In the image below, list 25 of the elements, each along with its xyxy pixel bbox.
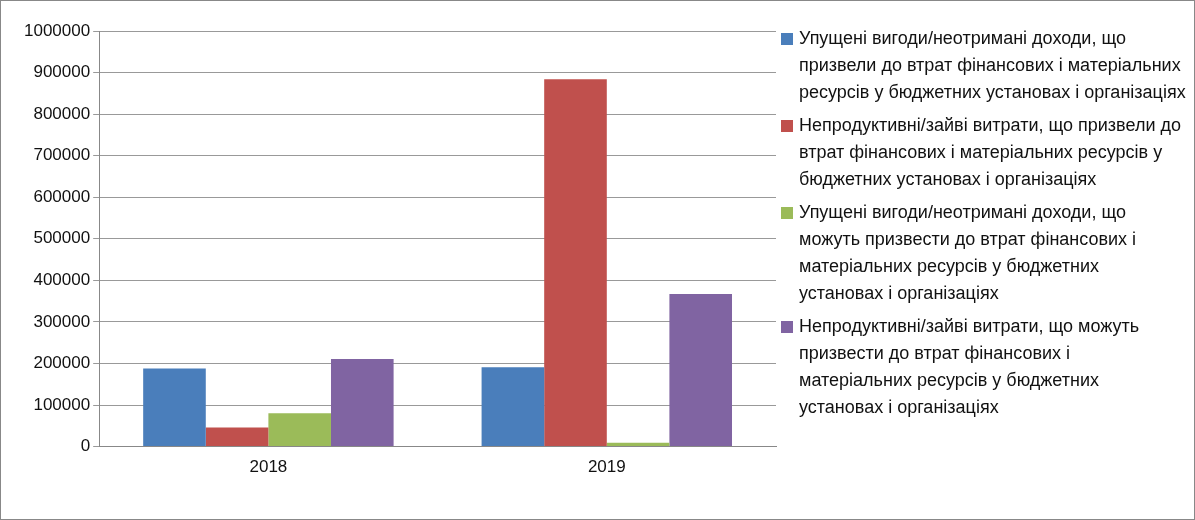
y-tick-label: 100000	[33, 394, 91, 414]
bar	[205, 427, 269, 447]
bar	[669, 294, 733, 447]
y-tick-label: 300000	[33, 311, 91, 331]
bar	[330, 358, 394, 447]
y-tick-label: 900000	[33, 62, 91, 82]
legend-label: Упущені вигоди/неотримані доходи, що призвели до втрат фінансових і матеріальних ресурсів у бюджетних установах і організаціях	[799, 27, 1186, 104]
y-tick-label: 600000	[33, 186, 91, 206]
x-tick-label: 2019	[587, 457, 626, 477]
bar	[481, 367, 545, 447]
bar	[544, 79, 607, 447]
bar	[606, 442, 670, 447]
x-tick-label: 2018	[249, 457, 288, 477]
legend-label: Непродуктивні/зайві витрати, що можуть призвести до втрат фінансових і матеріальних ресурсів у бюджетних установах і організаціях	[799, 315, 1141, 419]
y-tick-label: 800000	[33, 103, 91, 123]
legend-label: Непродуктивні/зайві витрати, що призвели до втрат фінансових і матеріальних ресурсів у бюджетних установах і організаціях	[799, 114, 1182, 191]
legend-label: Упущені вигоди/неотримані доходи, що можуть призвести до втрат фінансових і матеріальних ресурсів у бюджетних установах і організаціях	[799, 201, 1138, 305]
bar	[268, 413, 331, 447]
y-tick-label: 200000	[33, 353, 91, 373]
y-tick-label: 400000	[33, 270, 91, 290]
y-tick-label: 1000000	[23, 20, 91, 40]
bar	[143, 368, 206, 447]
y-tick-label: 500000	[33, 228, 91, 248]
y-tick-label: 0	[80, 436, 91, 456]
y-tick-label: 700000	[33, 145, 91, 165]
